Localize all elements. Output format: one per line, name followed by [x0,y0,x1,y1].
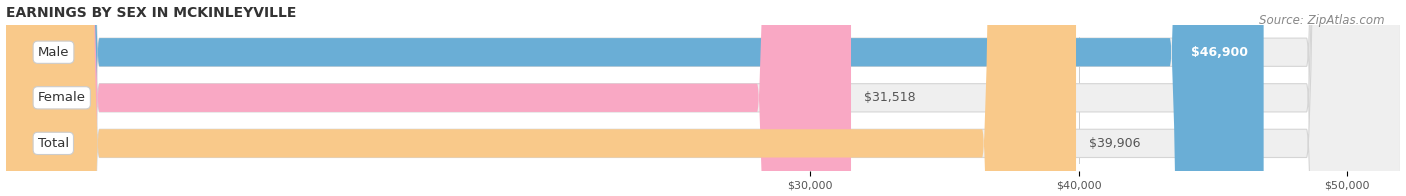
Text: EARNINGS BY SEX IN MCKINLEYVILLE: EARNINGS BY SEX IN MCKINLEYVILLE [6,5,295,20]
FancyBboxPatch shape [6,0,1264,196]
FancyBboxPatch shape [6,0,1400,196]
FancyBboxPatch shape [6,0,1076,196]
Text: Source: ZipAtlas.com: Source: ZipAtlas.com [1260,14,1385,27]
Text: Female: Female [38,91,86,104]
FancyBboxPatch shape [6,0,851,196]
Text: Total: Total [38,137,69,150]
Text: $39,906: $39,906 [1090,137,1140,150]
Text: $46,900: $46,900 [1191,46,1247,59]
FancyBboxPatch shape [6,0,1400,196]
Text: $31,518: $31,518 [865,91,917,104]
FancyBboxPatch shape [6,0,1400,196]
Text: Male: Male [38,46,69,59]
